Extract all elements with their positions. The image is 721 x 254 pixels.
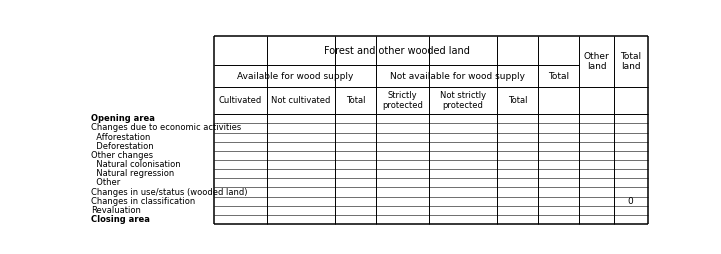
Text: Total
land: Total land [620, 52, 641, 71]
Text: Afforestation: Afforestation [92, 133, 151, 142]
Text: 0: 0 [628, 197, 634, 206]
Text: Strictly
protected: Strictly protected [382, 91, 423, 110]
Text: Available for wood supply: Available for wood supply [237, 72, 353, 81]
Text: Forest and other wooded land: Forest and other wooded land [324, 46, 469, 56]
Text: Not cultivated: Not cultivated [271, 96, 331, 105]
Text: Total: Total [508, 96, 527, 105]
Text: Changes due to economic activities: Changes due to economic activities [92, 123, 242, 133]
Text: Not strictly
protected: Not strictly protected [440, 91, 486, 110]
Text: Closing area: Closing area [92, 215, 150, 224]
Text: Total: Total [548, 72, 570, 81]
Text: Natural regression: Natural regression [92, 169, 174, 178]
Text: Deforestation: Deforestation [92, 142, 154, 151]
Text: Natural colonisation: Natural colonisation [92, 160, 181, 169]
Text: Opening area: Opening area [92, 114, 155, 123]
Text: Other changes: Other changes [92, 151, 154, 160]
Text: Cultivated: Cultivated [219, 96, 262, 105]
Text: Not available for wood supply: Not available for wood supply [389, 72, 525, 81]
Text: Other
land: Other land [583, 52, 609, 71]
Text: Other: Other [92, 178, 120, 187]
Text: Changes in classification: Changes in classification [92, 197, 195, 206]
Text: Total: Total [346, 96, 366, 105]
Text: Revaluation: Revaluation [92, 206, 141, 215]
Text: Changes in use/status (wooded land): Changes in use/status (wooded land) [92, 187, 248, 197]
